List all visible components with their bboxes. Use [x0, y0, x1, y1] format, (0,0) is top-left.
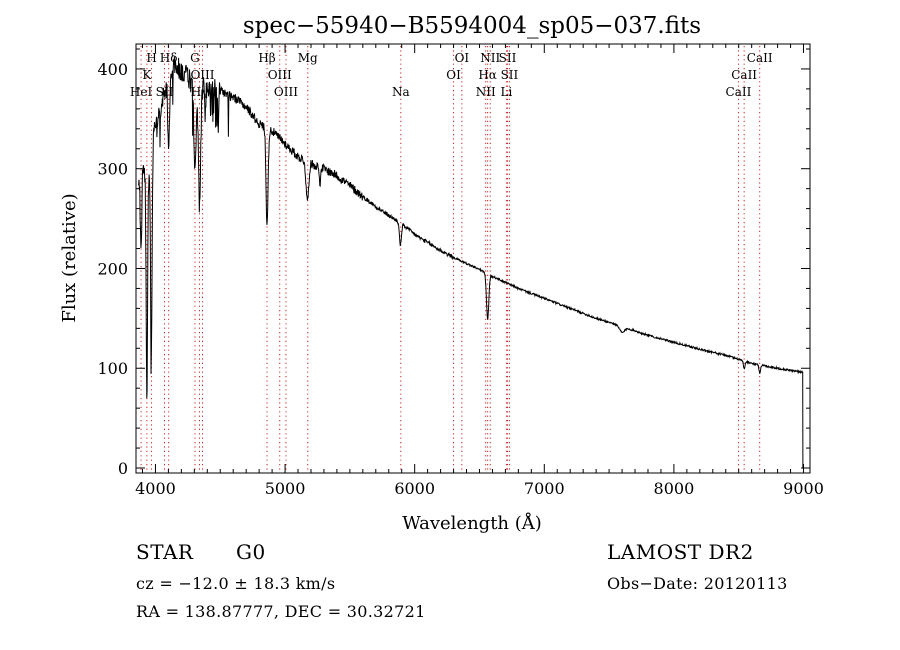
line-marker-label: H — [146, 51, 156, 65]
line-marker-label: G — [190, 51, 200, 65]
line-marker-label: Mg — [298, 51, 318, 65]
line-marker-label: OIII — [274, 85, 298, 99]
line-marker-label: SII — [499, 51, 517, 65]
spectrum-line — [138, 56, 804, 469]
line-marker-label: OI — [455, 51, 470, 65]
line-marker-label: NII — [476, 85, 496, 99]
observation-date: Obs−Date: 20120113 — [607, 574, 788, 593]
line-marker-label: Hα — [478, 68, 497, 82]
survey-name: LAMOST DR2 — [607, 540, 754, 564]
coordinates-readout: RA = 138.87777, DEC = 30.32721 — [136, 602, 426, 621]
line-marker-label: CaII — [731, 68, 757, 82]
y-tick-label: 100 — [97, 359, 128, 378]
x-tick-label: 6000 — [394, 479, 435, 498]
axes-frame — [135, 43, 811, 474]
line-marker-label: Hδ — [160, 51, 178, 65]
line-marker-label: OIII — [190, 68, 214, 82]
x-tick-label: 4000 — [135, 479, 176, 498]
line-marker-label: OIII — [268, 68, 292, 82]
line-marker-label: SII — [501, 68, 519, 82]
line-marker-label: CaII — [726, 85, 752, 99]
line-marker-label: Hβ — [258, 51, 275, 65]
y-tick-label: 400 — [97, 60, 128, 79]
line-marker-label: NII — [480, 51, 500, 65]
x-tick-label: 9000 — [783, 479, 824, 498]
object-class: STAR — [136, 540, 194, 564]
x-tick-label: 7000 — [524, 479, 565, 498]
line-marker-label: Na — [392, 85, 410, 99]
line-marker-label: Hγ — [191, 85, 209, 99]
redshift-readout: cz = −12.0 ± 18.3 km/s — [136, 574, 336, 593]
y-tick-label: 200 — [97, 259, 128, 278]
line-marker-label: OI — [446, 68, 461, 82]
y-axis-label: Flux (relative) — [59, 193, 80, 322]
line-marker-label: CaII — [747, 51, 773, 65]
y-tick-label: 0 — [118, 459, 128, 478]
chart-title: spec−55940−B5594004_sp05−037.fits — [243, 13, 701, 39]
line-marker-label: HeI — [130, 85, 153, 99]
line-marker-label: K — [142, 68, 152, 82]
x-tick-label: 5000 — [265, 479, 306, 498]
x-axis-label: Wavelength (Å) — [402, 512, 542, 534]
object-subclass: G0 — [236, 540, 266, 564]
y-tick-label: 300 — [97, 160, 128, 179]
line-marker-label: Li — [501, 85, 513, 99]
line-marker-label: SII — [156, 85, 174, 99]
x-tick-label: 8000 — [654, 479, 695, 498]
